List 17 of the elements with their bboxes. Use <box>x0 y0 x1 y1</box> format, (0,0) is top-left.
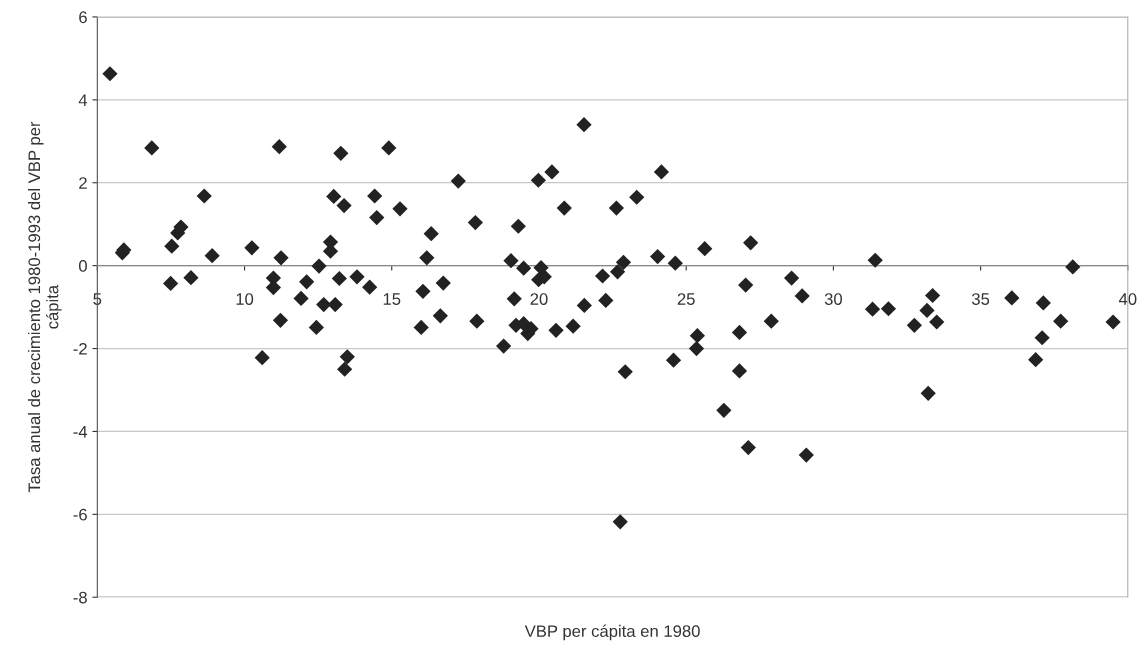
x-tick-label: 40 <box>1118 293 1137 305</box>
x-tick-label: 15 <box>383 293 401 305</box>
y-tick-label: 2 <box>79 177 87 189</box>
x-tick-label: 35 <box>971 293 990 305</box>
x-tick-label: 10 <box>236 293 254 305</box>
x-tick-label: 20 <box>530 293 548 305</box>
y-tick-label: 0 <box>78 260 87 272</box>
y-tick-label: 4 <box>78 94 88 106</box>
x-tick-label: 25 <box>677 293 695 305</box>
y-tick-label: 6 <box>79 11 87 24</box>
y-tick-label: -6 <box>73 508 87 521</box>
x-axis-title: VBP per cápita en 1980 <box>524 624 700 641</box>
x-tick-label: 30 <box>824 293 843 305</box>
y-tick-label: -4 <box>73 426 88 438</box>
y-tick-label: -2 <box>73 342 87 355</box>
y-tick-label: -8 <box>73 591 87 604</box>
y-axis-title: Tasa anual de crecimiento 1980-1993 del VBP per cápita <box>27 121 62 493</box>
